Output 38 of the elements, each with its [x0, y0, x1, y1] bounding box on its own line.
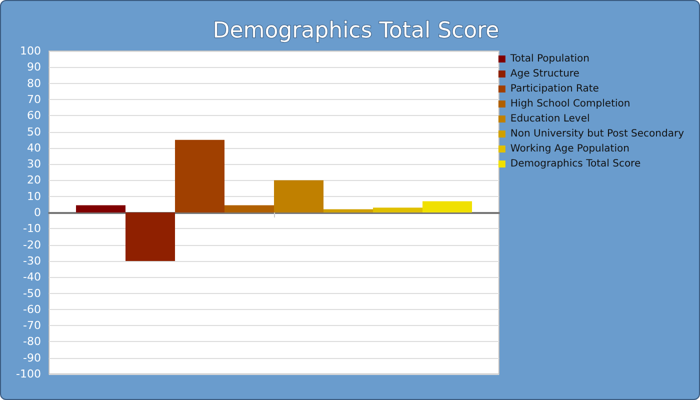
bar [224, 205, 274, 212]
y-tick-label: -60 [23, 302, 41, 316]
y-tick-label: 30 [27, 158, 41, 171]
bar [324, 209, 373, 212]
y-tick-label: -30 [23, 254, 41, 268]
y-tick-label: 60 [27, 109, 41, 122]
y-tick-label: 80 [27, 76, 41, 90]
bar [76, 205, 126, 212]
chart-title: Demographics Total Score [212, 18, 500, 44]
bar [422, 201, 472, 212]
legend-label: Participation Rate [510, 84, 599, 94]
y-tick-label: -10 [23, 222, 41, 236]
legend-label: Total Population [509, 54, 590, 64]
y-tick-label: -50 [23, 286, 41, 300]
y-tick-label: 10 [27, 190, 41, 203]
y-tick-label: -20 [23, 238, 41, 252]
legend-label: Working Age Population [510, 144, 630, 154]
bar [126, 212, 175, 261]
legend-label: Demographics Total Score [510, 158, 641, 170]
y-tick-label: 0 [34, 206, 41, 219]
legend-label: Education Level [510, 114, 590, 124]
bar [373, 208, 422, 212]
y-tick-label: 70 [27, 92, 41, 106]
y-tick-label: -90 [23, 351, 41, 364]
y-tick-label: 20 [27, 174, 41, 187]
legend-label: High School Completion [510, 98, 630, 110]
y-tick-label: -70 [23, 319, 41, 332]
y-tick-label: 40 [27, 141, 41, 154]
legend-label: Age Structure [510, 68, 580, 80]
y-tick-label: -40 [23, 270, 41, 284]
bar [274, 180, 324, 212]
bar [175, 140, 224, 212]
y-tick-label: 90 [27, 60, 41, 74]
y-tick-label: 100 [20, 44, 41, 58]
legend-label: Non University but Post Secondary [510, 128, 684, 140]
y-tick-label: 50 [27, 125, 41, 138]
y-tick-label: -100 [16, 368, 41, 380]
y-tick-label: -80 [23, 335, 41, 348]
